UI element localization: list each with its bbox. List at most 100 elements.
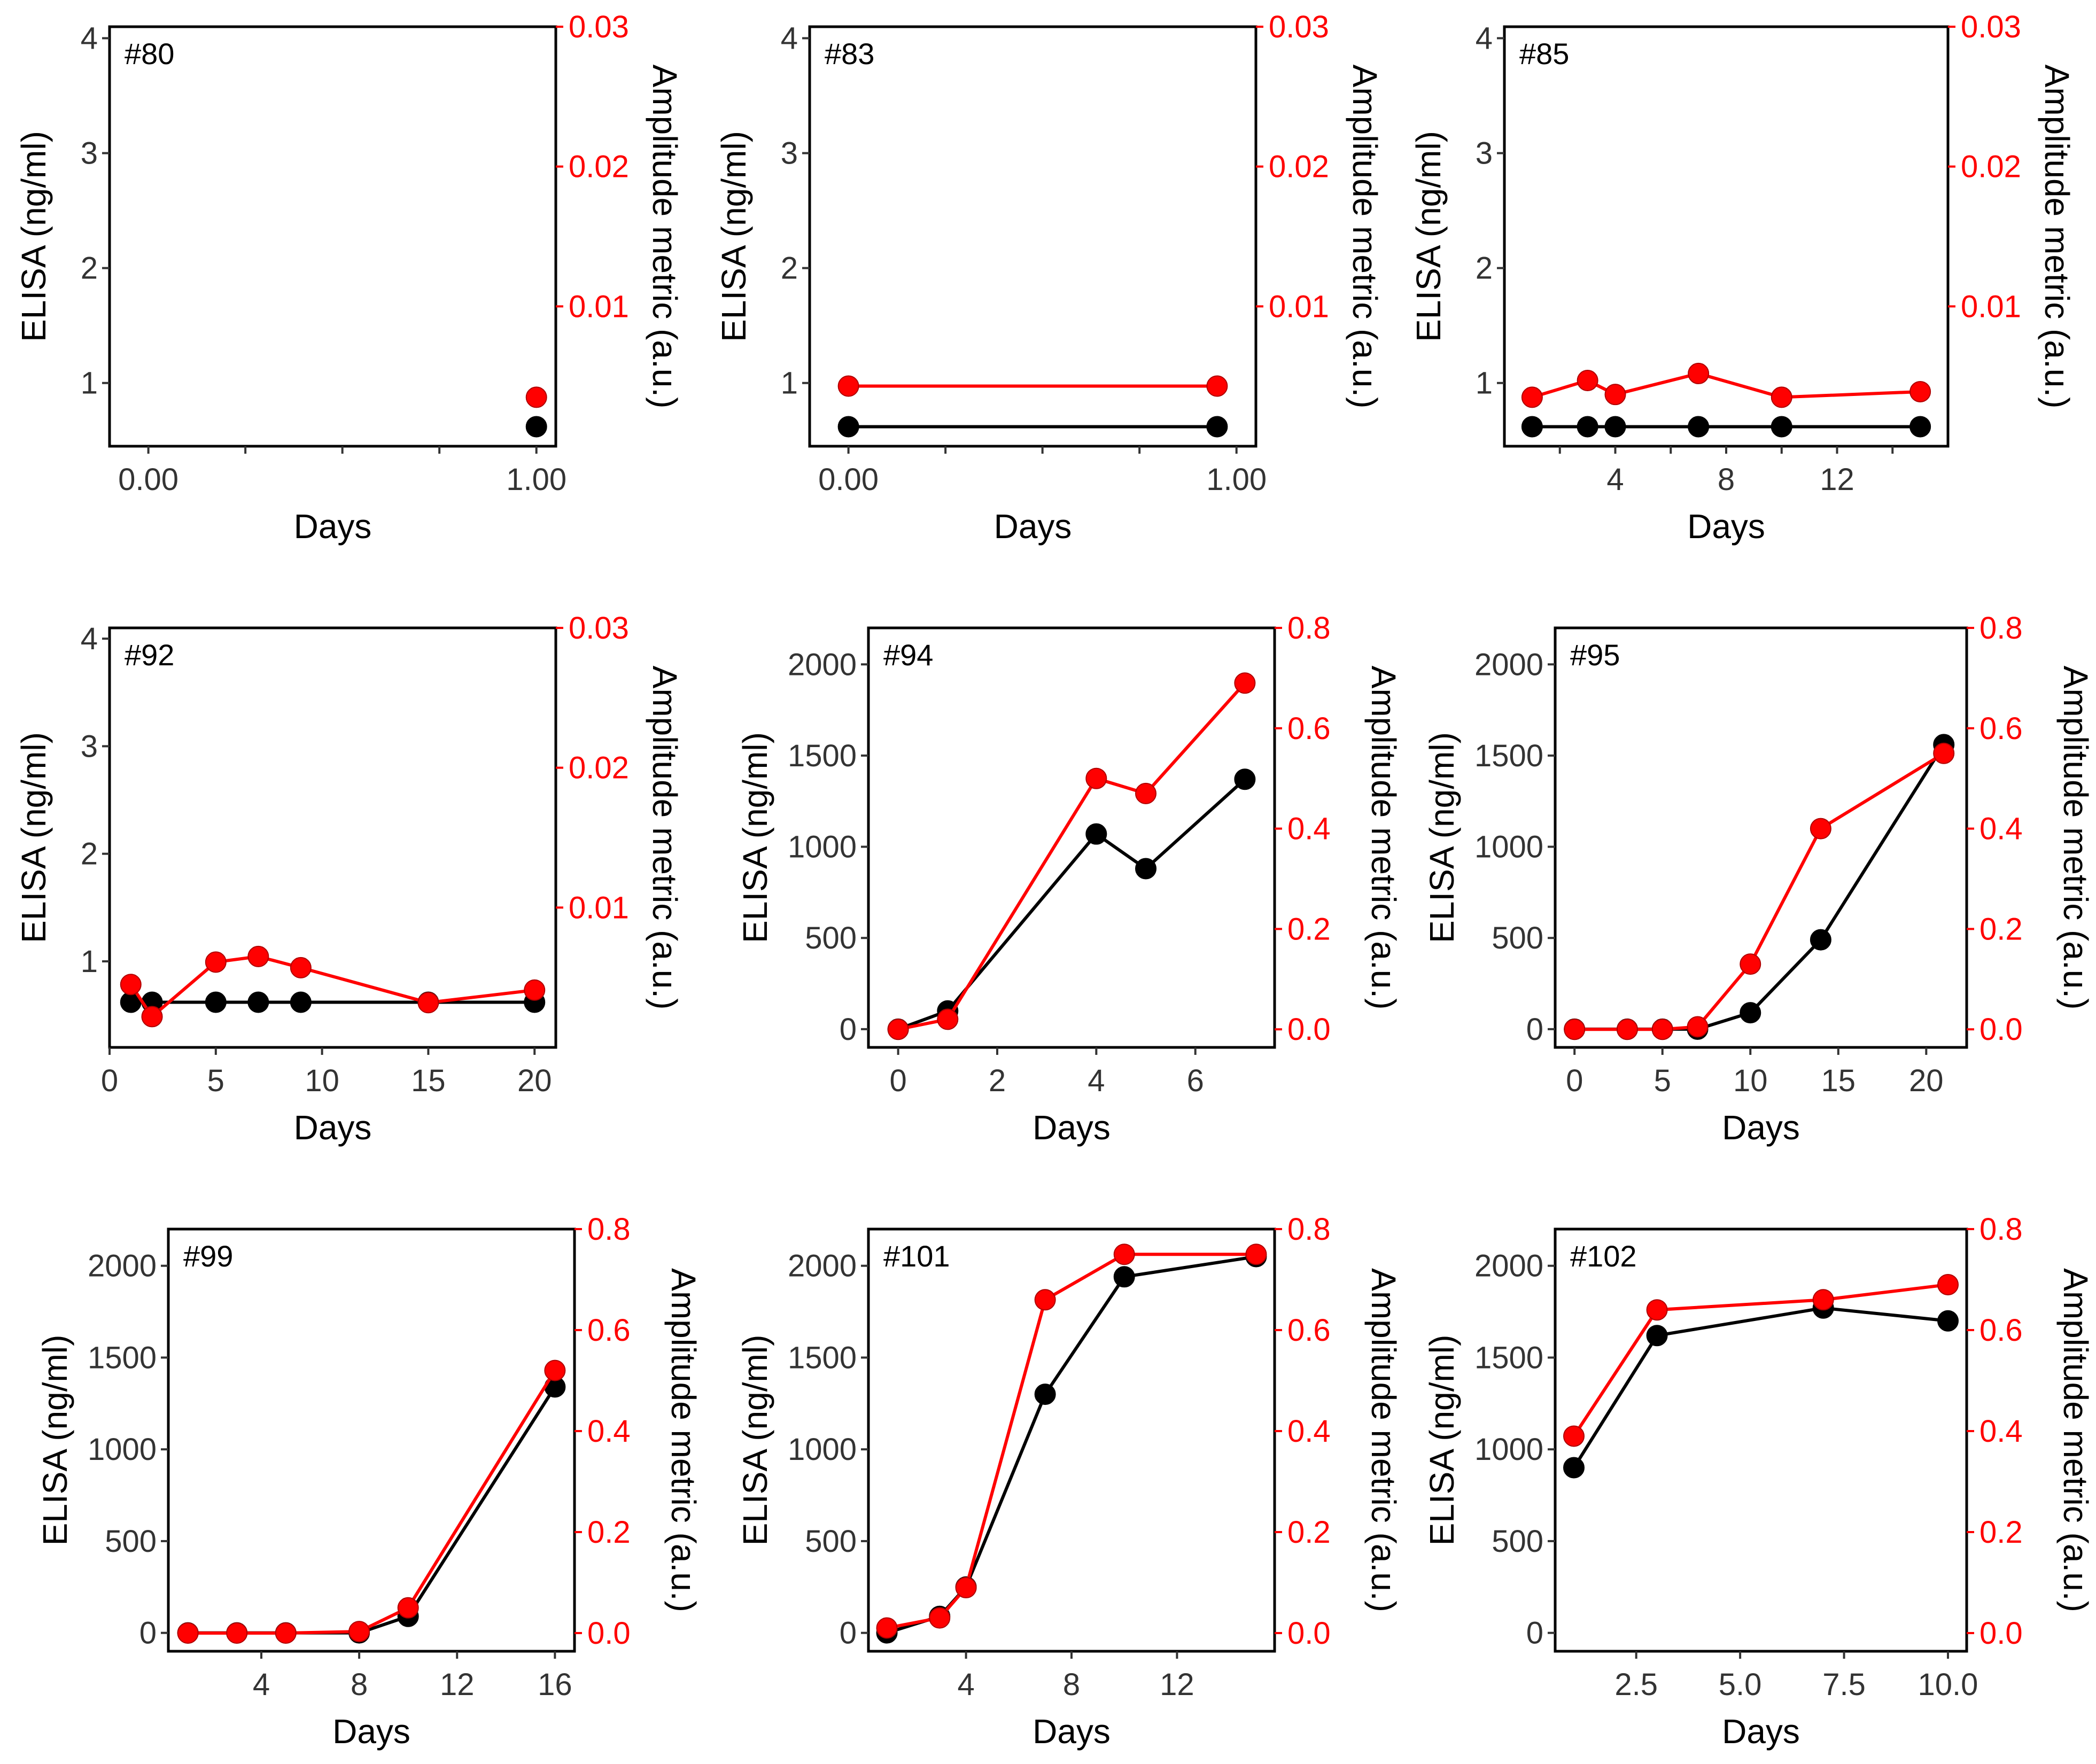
y-axis-title: ELISA (ng/ml) (736, 732, 774, 943)
amplitude-point (1687, 1016, 1709, 1038)
amplitude-point (348, 1621, 370, 1643)
panel-label: #101 (883, 1239, 950, 1273)
x-tick-label: 15 (411, 1063, 446, 1098)
panel-label: #92 (125, 638, 174, 672)
x-tick-label: 2 (989, 1063, 1006, 1098)
elisa-line (1572, 1306, 1948, 1469)
chart-panel: 0 500 1000 1500 2000 0.0 0.2 0.4 0.6 0.8 4 8 12 Days E… (736, 1212, 1403, 1751)
y-tick-label: 4 (81, 621, 98, 656)
y2-tick-label: 0.2 (1287, 912, 1331, 946)
x-tick-label: 0 (889, 1063, 906, 1098)
amplitude-point (417, 992, 439, 1014)
amplitude-point (1616, 1019, 1638, 1040)
y2-tick-label: 0.02 (569, 751, 629, 786)
amplitude-series (876, 1244, 1267, 1639)
amplitude-point (1521, 386, 1543, 408)
elisa-point (1113, 1266, 1135, 1288)
x-tick-label: 12 (1820, 462, 1854, 497)
x-tick-label: 5 (1654, 1063, 1671, 1098)
amplitude-series (1563, 1273, 1959, 1447)
y-axis-title: ELISA (ng/ml) (1409, 131, 1448, 342)
x-tick-label: 5.0 (1719, 1667, 1762, 1702)
amplitude-point (929, 1607, 951, 1629)
x-tick-label: 0 (101, 1063, 118, 1098)
y-tick-label: 1 (1476, 366, 1493, 401)
y2-axis-title: Amplitude metric (a.u.) (2056, 1268, 2095, 1612)
x-tick-label: 8 (1063, 1667, 1080, 1702)
y2-tick-label: 0.0 (1287, 1012, 1331, 1047)
x-tick-label: 7.5 (1822, 1667, 1866, 1702)
y2-tick-label: 0.02 (1269, 150, 1329, 184)
y-tick-label: 3 (781, 136, 798, 171)
elisa-point (1577, 416, 1598, 438)
x-axis-title: Days (1722, 1108, 1800, 1147)
chart-panel: 0 500 1000 1500 2000 0.0 0.2 0.4 0.6 0.8 2.5 5.0 7.5… (1423, 1212, 2095, 1751)
elisa-line (886, 1255, 1256, 1635)
y2-tick-label: 0.02 (569, 150, 629, 184)
y2-tick-label: 0.6 (1979, 1313, 2023, 1348)
amplitude-point (1113, 1244, 1135, 1265)
plot-frame (108, 626, 557, 1049)
amplitude-point (1577, 370, 1598, 392)
amplitude-point (226, 1622, 248, 1644)
x-tick-label: 12 (1160, 1667, 1194, 1702)
elisa-point (1563, 1457, 1585, 1479)
amplitude-point (1085, 767, 1107, 789)
x-tick-label: 0 (1566, 1063, 1583, 1098)
y-tick-label: 2000 (788, 1249, 857, 1284)
amplitude-line (886, 1253, 1256, 1630)
y-tick-label: 500 (805, 921, 857, 955)
amplitude-point (1206, 375, 1228, 397)
amplitude-point (1771, 386, 1792, 408)
elisa-point (290, 991, 312, 1013)
y2-axis-title: Amplitude metric (a.u.) (2056, 666, 2095, 1010)
y-axis-title: ELISA (ng/ml) (1423, 1335, 1461, 1546)
elisa-point (1646, 1325, 1668, 1347)
y-tick-label: 0 (840, 1616, 857, 1651)
y2-tick-label: 0.0 (587, 1616, 631, 1651)
y2-tick-label: 0.01 (1269, 289, 1329, 324)
x-tick-label: 15 (1821, 1063, 1856, 1098)
y2-tick-label: 0.4 (1979, 812, 2023, 846)
y2-tick-label: 0.4 (587, 1414, 631, 1449)
y-tick-label: 500 (805, 1524, 857, 1559)
y-axis-title: ELISA (ng/ml) (14, 732, 53, 943)
y-tick-label: 2000 (788, 647, 857, 682)
elisa-point (837, 416, 859, 438)
x-axis-title: Days (994, 507, 1072, 546)
amplitude-series (177, 1359, 566, 1644)
x-tick-label: 12 (440, 1667, 475, 1702)
amplitude-point (937, 1008, 959, 1030)
y-tick-label: 500 (105, 1524, 157, 1559)
y-tick-label: 3 (1476, 136, 1493, 171)
elisa-point (1521, 416, 1543, 438)
elisa-point (525, 416, 547, 438)
amplitude-point (544, 1359, 566, 1381)
amplitude-point (1564, 1019, 1586, 1040)
y2-tick-label: 0.8 (1287, 611, 1331, 646)
elisa-series (525, 416, 547, 438)
y2-tick-label: 0.03 (569, 611, 629, 646)
x-tick-label: 4 (1088, 1063, 1105, 1098)
elisa-point (1234, 768, 1256, 790)
x-tick-label: 5 (207, 1063, 224, 1098)
amplitude-point (1646, 1299, 1668, 1321)
elisa-point (1740, 1002, 1761, 1024)
y2-tick-label: 0.0 (1287, 1616, 1331, 1651)
amplitude-line (1572, 1283, 1948, 1437)
amplitude-point (1933, 742, 1955, 764)
amplitude-series (1564, 742, 1955, 1040)
plot-frame (1554, 1227, 1968, 1653)
x-tick-label: 10 (1733, 1063, 1768, 1098)
y2-axis-title: Amplitude metric (a.u.) (1364, 666, 1403, 1010)
elisa-point (1085, 823, 1107, 845)
amplitude-point (1937, 1273, 1959, 1295)
y2-axis-title: Amplitude metric (a.u.) (2038, 65, 2076, 409)
elisa-point (1909, 416, 1931, 438)
elisa-point (1810, 929, 1831, 951)
plot-frame (808, 25, 1257, 448)
y-tick-label: 500 (1492, 1524, 1543, 1559)
y2-tick-label: 0.2 (1287, 1515, 1331, 1550)
plot-frame (1503, 25, 1950, 448)
